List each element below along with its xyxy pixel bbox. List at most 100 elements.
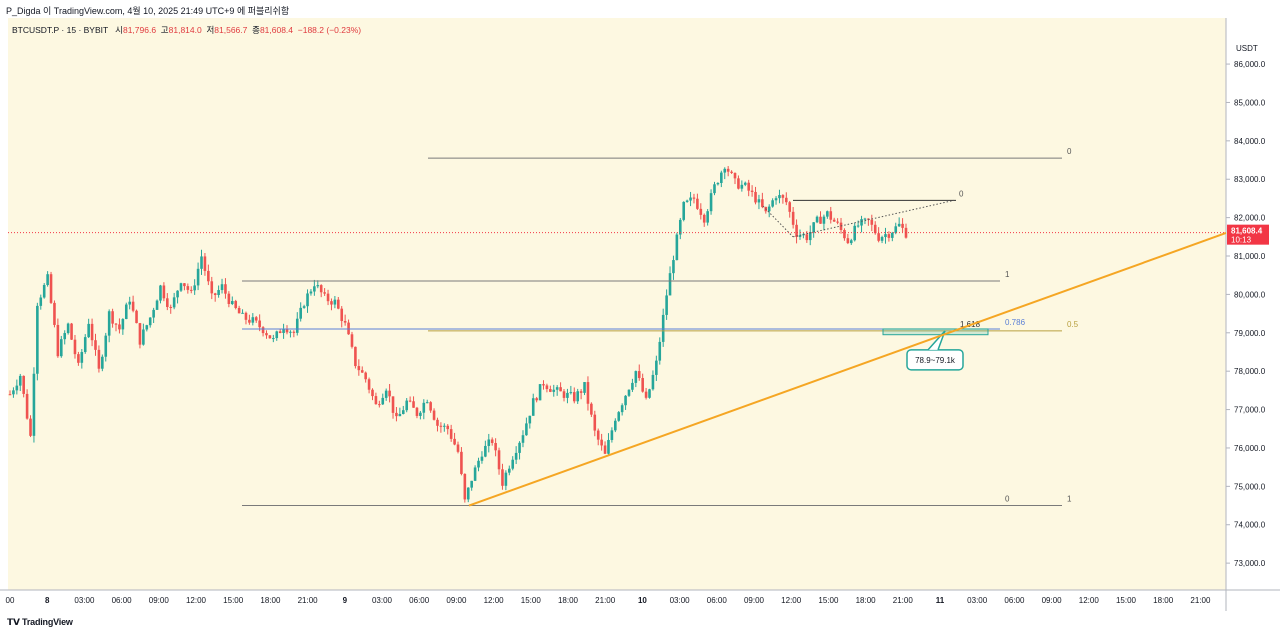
candle-body — [637, 371, 641, 379]
x-tick-label: 12:00 — [484, 596, 505, 605]
candle-body — [614, 420, 617, 431]
fib-level-label: 1 — [1005, 270, 1010, 279]
candle-body — [254, 317, 258, 321]
y-tick-label: 80,000.0 — [1234, 290, 1266, 299]
candle-body — [25, 393, 29, 419]
candle-body — [730, 171, 733, 173]
symbol-name[interactable]: BTCUSDT.P · 15 · BYBIT — [12, 25, 109, 35]
candle-body — [559, 387, 562, 392]
brand-name: TradingView — [22, 617, 73, 627]
close-value: 81,608.4 — [259, 25, 294, 35]
x-tick-label: 9 — [343, 596, 348, 605]
low-value: 81,566.7 — [214, 25, 248, 35]
candle-body — [634, 371, 638, 383]
candle-body — [887, 234, 891, 238]
x-tick-label: 21:00 — [1190, 596, 1211, 605]
x-tick-label: 15:00 — [521, 596, 542, 605]
candle-body — [860, 219, 863, 226]
candle-body — [42, 285, 46, 298]
candle-body — [586, 382, 590, 404]
candle-body — [709, 193, 713, 212]
x-tick-label: 12:00 — [781, 596, 802, 605]
x-tick-label: 12:00 — [186, 596, 207, 605]
candle-body — [617, 412, 621, 421]
candle-body — [460, 451, 463, 474]
currency-unit[interactable]: USDT — [1236, 44, 1258, 53]
candle-body — [29, 418, 32, 436]
candle-body — [826, 211, 829, 217]
candle-body — [248, 319, 251, 323]
candle-body — [176, 290, 179, 298]
candle-body — [429, 402, 432, 411]
candle-body — [843, 229, 846, 239]
candle-body — [822, 216, 826, 224]
candle-body — [856, 225, 860, 227]
candle-body — [155, 300, 159, 310]
low-label: 저 — [206, 25, 215, 35]
candle-body — [569, 392, 573, 394]
trend-line[interactable] — [468, 232, 1227, 507]
candle-body — [552, 389, 556, 392]
x-tick-label: 21:00 — [893, 596, 914, 605]
y-tick-label: 82,000.0 — [1234, 214, 1266, 223]
y-tick-label: 74,000.0 — [1234, 521, 1266, 530]
candle-body — [798, 235, 802, 237]
support-zone-box[interactable] — [882, 328, 989, 336]
symbol-legend: BTCUSDT.P · 15 · BYBIT 시81,796.6 고81,814… — [12, 24, 361, 36]
candle-body — [152, 309, 155, 318]
candle-body — [812, 222, 815, 233]
candle-body — [381, 397, 385, 405]
last-price-tag[interactable] — [1227, 224, 1269, 245]
candle-body — [624, 395, 627, 406]
candle-body — [59, 339, 63, 357]
candle-body — [138, 323, 142, 345]
candle-body — [210, 281, 214, 294]
candle-body — [600, 439, 603, 446]
candle-body — [340, 308, 344, 322]
candle-body — [282, 328, 285, 333]
close-label: 종 — [252, 25, 260, 35]
chart-area[interactable]: 73,000.0 74,000.0 75,000.0 76,000.0 77,000.0… — [0, 18, 1280, 634]
tradingview-logo[interactable]: 𝗧𝗩 TradingView — [7, 617, 73, 628]
candle-body — [675, 234, 679, 261]
candle-body — [884, 234, 887, 238]
candle-body — [97, 349, 101, 369]
x-tick-label: 06:00 — [112, 596, 133, 605]
fib-level-label: 0.5 — [1067, 320, 1079, 329]
open-label: 시 — [115, 25, 123, 35]
candle-body — [504, 472, 508, 486]
candle-body — [901, 223, 904, 228]
candle-body — [620, 405, 624, 413]
candle-body — [518, 442, 521, 453]
candle-body — [169, 306, 173, 308]
candle-body — [514, 452, 518, 460]
candle-body — [463, 473, 467, 500]
wedge-line[interactable] — [792, 199, 955, 238]
tv-logo-icon: 𝗧𝗩 — [7, 617, 20, 627]
candle-body — [658, 341, 662, 361]
candle-body — [757, 199, 761, 203]
candle-body — [309, 291, 313, 294]
candle-body — [720, 172, 723, 183]
candle-body — [313, 286, 316, 292]
wedge-line[interactable] — [762, 205, 794, 238]
publish-header: P_Digda 이 TradingView.com, 4월 10, 2025 2… — [0, 0, 1280, 18]
candle-body — [275, 331, 279, 339]
candle-body — [111, 311, 114, 324]
price-chart[interactable]: 73,000.0 74,000.0 75,000.0 76,000.0 77,000.0… — [0, 18, 1280, 634]
candle-body — [135, 310, 138, 324]
candle-body — [723, 168, 727, 173]
candle-body — [648, 389, 651, 398]
candle-body — [395, 412, 398, 417]
candle-body — [726, 168, 730, 172]
candle-body — [477, 460, 480, 468]
candle-body — [805, 234, 809, 241]
x-tick-label: 09:00 — [446, 596, 467, 605]
x-tick-label: 15:00 — [818, 596, 839, 605]
candle-body — [87, 323, 90, 338]
y-tick-label: 84,000.0 — [1234, 137, 1266, 146]
y-tick-label: 79,000.0 — [1234, 329, 1266, 338]
open-value: 81,796.6 — [122, 25, 157, 35]
candle-body — [398, 413, 402, 417]
candle-body — [220, 284, 224, 291]
